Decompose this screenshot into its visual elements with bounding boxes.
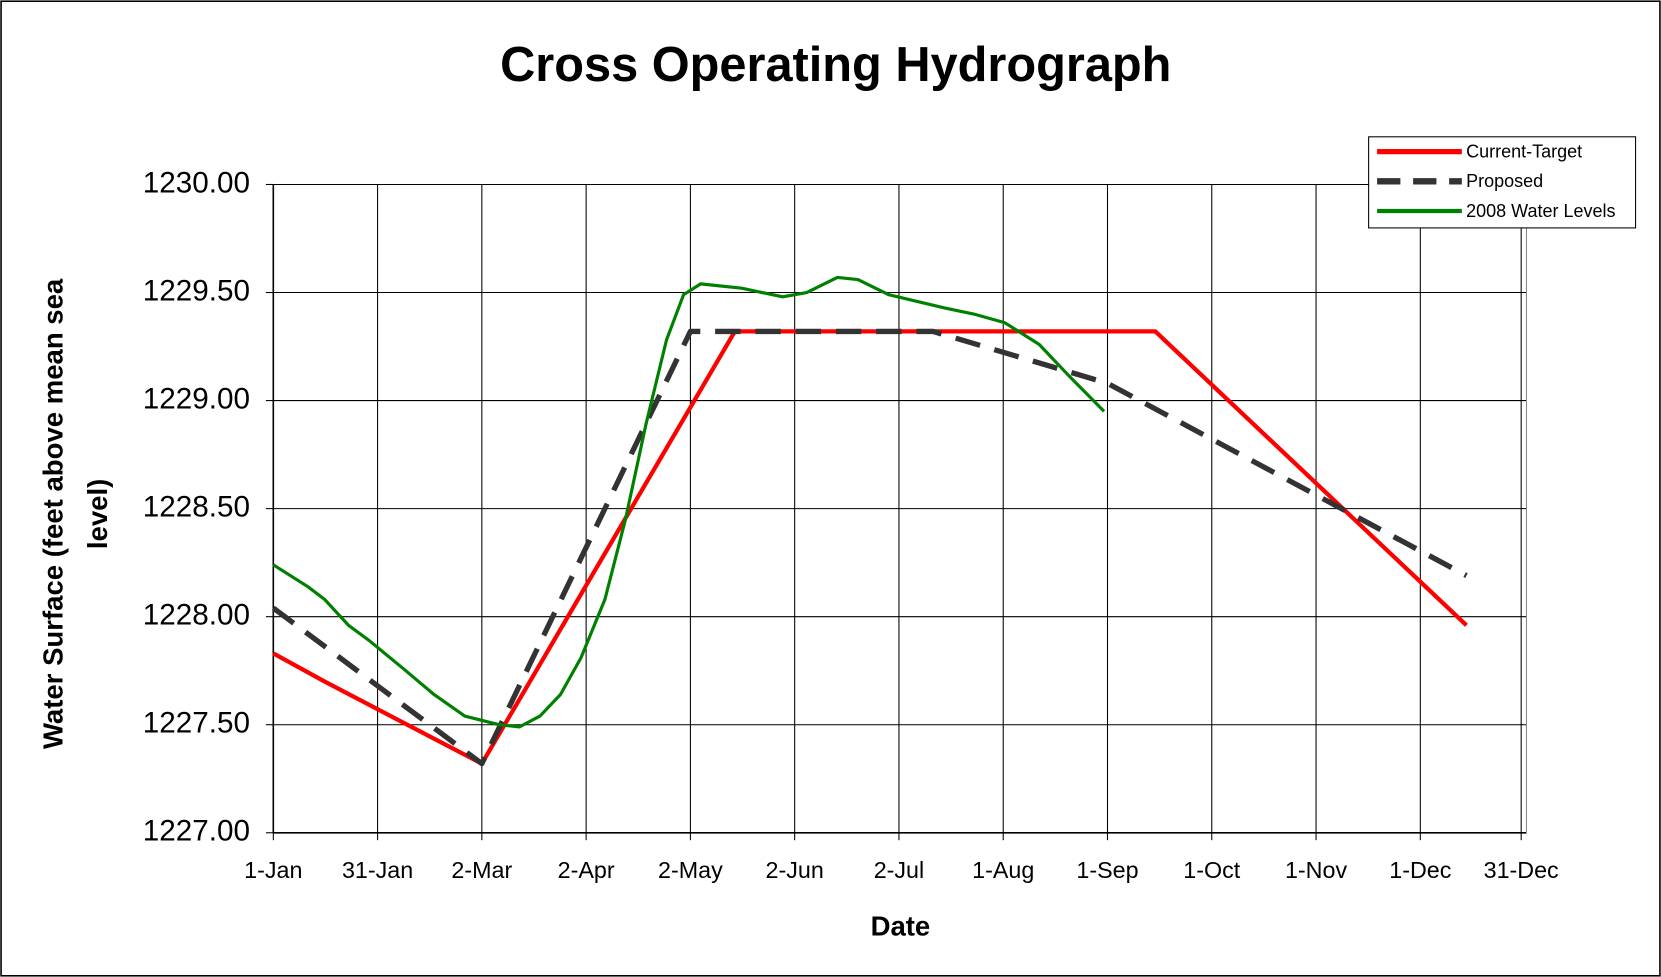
- y-tick-label: 1230.00: [143, 166, 250, 199]
- series-line: [272, 329, 1468, 766]
- y-tick-label: 1229.00: [143, 382, 250, 415]
- x-tick-label: 2-Mar: [451, 857, 512, 883]
- x-tick-label: 31-Jan: [342, 857, 413, 883]
- y-tick-label: 1228.50: [143, 490, 250, 523]
- x-tick-label: 31-Dec: [1484, 857, 1559, 883]
- legend-label: 2008 Water Levels: [1466, 201, 1615, 221]
- x-tick-label: 2-May: [658, 857, 723, 883]
- y-tick-label: 1228.00: [143, 599, 250, 632]
- y-tick-label: 1227.50: [143, 707, 250, 740]
- x-tick-label: 1-Aug: [972, 857, 1034, 883]
- x-tick-label: 2-Apr: [558, 857, 615, 883]
- x-tick-label: 1-Sep: [1076, 857, 1138, 883]
- y-axis-title-line: Water Surface (feet above mean sea: [37, 278, 68, 749]
- legend-label: Proposed: [1466, 171, 1543, 191]
- x-tick-label: 1-Jan: [244, 857, 302, 883]
- x-tick-label: 1-Dec: [1389, 857, 1451, 883]
- y-tick-label: 1229.50: [143, 274, 250, 307]
- x-tick-label: 2-Jul: [874, 857, 925, 883]
- series-line: [272, 275, 1106, 729]
- legend-label: Current-Target: [1466, 141, 1582, 161]
- x-axis-title: Date: [871, 910, 931, 941]
- chart-title: Cross Operating Hydrograph: [500, 38, 1171, 92]
- y-tick-label: 1227.00: [143, 815, 250, 848]
- x-tick-label: 1-Nov: [1285, 857, 1347, 883]
- x-tick-label: 1-Oct: [1183, 857, 1240, 883]
- legend: Current-Target Proposed 2008 Water Levels: [1368, 136, 1637, 229]
- x-tick-label: 2-Jun: [766, 857, 824, 883]
- y-axis-title-line: level): [82, 479, 113, 549]
- series-line: [271, 328, 1468, 767]
- y-axis-title: Water Surface (feet above mean sea level…: [37, 278, 112, 749]
